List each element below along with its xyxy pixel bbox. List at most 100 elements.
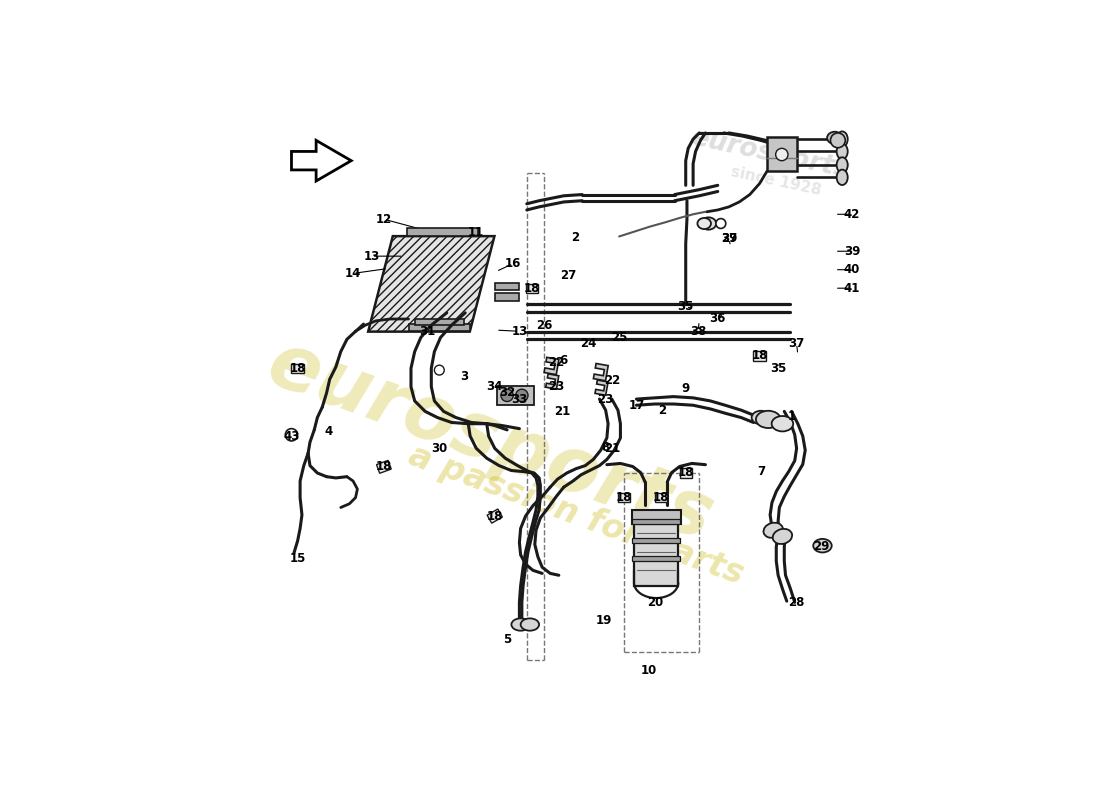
Polygon shape <box>595 380 608 395</box>
Polygon shape <box>376 460 392 474</box>
Text: 28: 28 <box>789 596 805 609</box>
Text: 43: 43 <box>284 430 299 442</box>
Polygon shape <box>593 363 608 381</box>
Bar <box>631 510 681 524</box>
Text: 23: 23 <box>548 380 564 394</box>
Text: 36: 36 <box>710 313 726 326</box>
Ellipse shape <box>756 410 781 428</box>
Ellipse shape <box>827 132 843 144</box>
Circle shape <box>830 133 845 148</box>
Text: 8: 8 <box>602 441 609 454</box>
Bar <box>632 556 680 561</box>
Text: 37: 37 <box>720 233 737 246</box>
Polygon shape <box>292 140 351 181</box>
Text: 41: 41 <box>844 282 860 294</box>
Text: 18: 18 <box>524 282 540 294</box>
Ellipse shape <box>837 170 848 185</box>
Text: 4: 4 <box>324 426 332 438</box>
Text: 5: 5 <box>503 633 512 646</box>
Ellipse shape <box>520 618 539 630</box>
Circle shape <box>500 390 514 402</box>
Text: 13: 13 <box>363 250 379 262</box>
Polygon shape <box>544 358 559 374</box>
Text: 10: 10 <box>640 664 657 677</box>
Text: 18: 18 <box>486 510 503 522</box>
Text: 29: 29 <box>813 541 829 554</box>
Text: 37: 37 <box>789 337 805 350</box>
Ellipse shape <box>751 410 770 424</box>
Text: 13: 13 <box>512 325 528 338</box>
Bar <box>497 386 535 406</box>
Ellipse shape <box>772 416 793 431</box>
Text: 17: 17 <box>628 398 645 412</box>
Text: 11: 11 <box>469 226 484 239</box>
Text: 18: 18 <box>751 350 768 362</box>
Text: 2: 2 <box>658 404 667 417</box>
Circle shape <box>434 365 444 375</box>
Text: 33: 33 <box>512 393 528 406</box>
Polygon shape <box>754 351 766 361</box>
Ellipse shape <box>772 529 792 544</box>
Text: 35: 35 <box>678 300 694 313</box>
Text: 20: 20 <box>647 596 663 609</box>
Text: 18: 18 <box>678 466 694 479</box>
Text: 25: 25 <box>610 331 627 344</box>
Text: 3: 3 <box>460 370 467 382</box>
Text: 24: 24 <box>580 337 596 350</box>
Text: 29: 29 <box>720 233 737 246</box>
Bar <box>632 538 680 542</box>
Ellipse shape <box>697 218 711 229</box>
Polygon shape <box>654 493 668 502</box>
Bar <box>632 519 680 524</box>
Polygon shape <box>680 468 692 478</box>
Text: 15: 15 <box>289 551 306 565</box>
Text: eurosports: eurosports <box>257 326 723 556</box>
Bar <box>408 324 470 331</box>
Text: 19: 19 <box>595 614 612 627</box>
Text: 21: 21 <box>604 442 620 455</box>
Bar <box>415 319 464 325</box>
Circle shape <box>716 218 726 229</box>
Ellipse shape <box>837 131 848 147</box>
Text: 27: 27 <box>561 270 576 282</box>
Text: 14: 14 <box>345 267 361 280</box>
Text: 22: 22 <box>604 374 620 387</box>
Text: 16: 16 <box>505 257 521 270</box>
Polygon shape <box>368 236 495 332</box>
Text: 21: 21 <box>554 405 571 418</box>
Text: since 1928: since 1928 <box>729 164 823 198</box>
Text: 39: 39 <box>844 245 860 258</box>
Polygon shape <box>487 509 503 523</box>
Text: 35: 35 <box>770 362 786 374</box>
Bar <box>407 228 477 237</box>
Text: eurosports: eurosports <box>689 125 852 184</box>
Text: 30: 30 <box>431 442 448 455</box>
Ellipse shape <box>837 144 848 159</box>
Polygon shape <box>292 364 304 373</box>
Circle shape <box>285 429 298 441</box>
Text: 18: 18 <box>289 362 306 374</box>
Text: 6: 6 <box>560 354 568 367</box>
Text: 32: 32 <box>499 386 515 399</box>
Text: 34: 34 <box>486 380 503 394</box>
Text: 38: 38 <box>690 325 706 338</box>
Ellipse shape <box>512 618 530 630</box>
Text: 18: 18 <box>653 491 669 504</box>
Text: 18: 18 <box>616 491 632 504</box>
Text: 7: 7 <box>757 466 764 478</box>
Text: 18: 18 <box>376 460 392 474</box>
Text: a passion for parts: a passion for parts <box>404 438 748 591</box>
Text: 40: 40 <box>844 263 860 276</box>
Text: 26: 26 <box>536 318 552 332</box>
Bar <box>495 293 519 301</box>
Text: 12: 12 <box>376 213 392 226</box>
Bar <box>495 282 519 290</box>
Polygon shape <box>526 283 538 293</box>
Text: 1: 1 <box>788 410 795 423</box>
Text: 23: 23 <box>597 393 614 406</box>
Text: 31: 31 <box>419 325 436 338</box>
Ellipse shape <box>837 158 848 173</box>
Circle shape <box>516 390 528 402</box>
Circle shape <box>776 148 788 161</box>
Ellipse shape <box>813 539 832 553</box>
